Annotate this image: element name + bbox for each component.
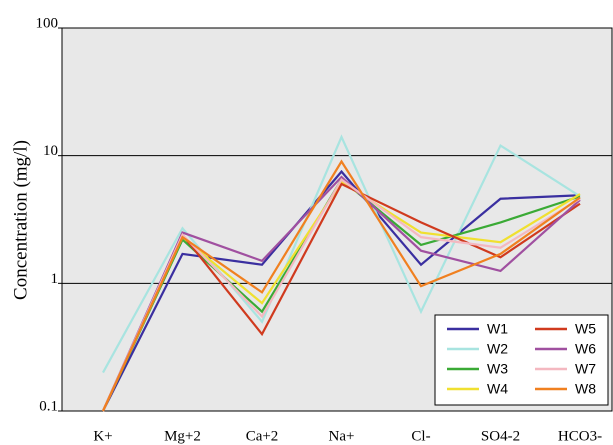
legend-label: W6 bbox=[575, 341, 596, 357]
x-tick-label: Na+ bbox=[329, 428, 355, 444]
legend-label: W7 bbox=[575, 361, 596, 377]
legend-label: W2 bbox=[487, 341, 508, 357]
x-tick-label: SO4-2 bbox=[481, 428, 520, 444]
x-tick-label: Ca+2 bbox=[246, 428, 279, 444]
x-tick-label: Mg+2 bbox=[164, 428, 201, 444]
series-line bbox=[102, 134, 581, 374]
series-line bbox=[101, 175, 581, 412]
y-axis-label: Concentration (mg/l) bbox=[10, 140, 31, 300]
legend-label: W1 bbox=[487, 321, 508, 337]
legend-label: W3 bbox=[487, 361, 508, 377]
legend-label: W5 bbox=[575, 321, 596, 337]
x-tick-label: K+ bbox=[93, 428, 112, 444]
x-tick-label: Cl- bbox=[411, 428, 430, 444]
series-line bbox=[102, 169, 581, 412]
legend: W1 W2 W3 W4 W5 W6 W7 W8 bbox=[434, 314, 609, 406]
legend-label: W4 bbox=[487, 381, 508, 397]
y-tick-label: 0.1 bbox=[39, 398, 58, 414]
y-tick-label: 10 bbox=[43, 143, 58, 159]
y-tick-label: 1 bbox=[51, 271, 59, 287]
y-tick-label: 100 bbox=[36, 15, 59, 31]
series-line bbox=[101, 177, 581, 412]
series-line bbox=[101, 159, 581, 412]
x-tick-label: HCO3- bbox=[558, 428, 602, 444]
legend-label: W8 bbox=[575, 381, 596, 397]
